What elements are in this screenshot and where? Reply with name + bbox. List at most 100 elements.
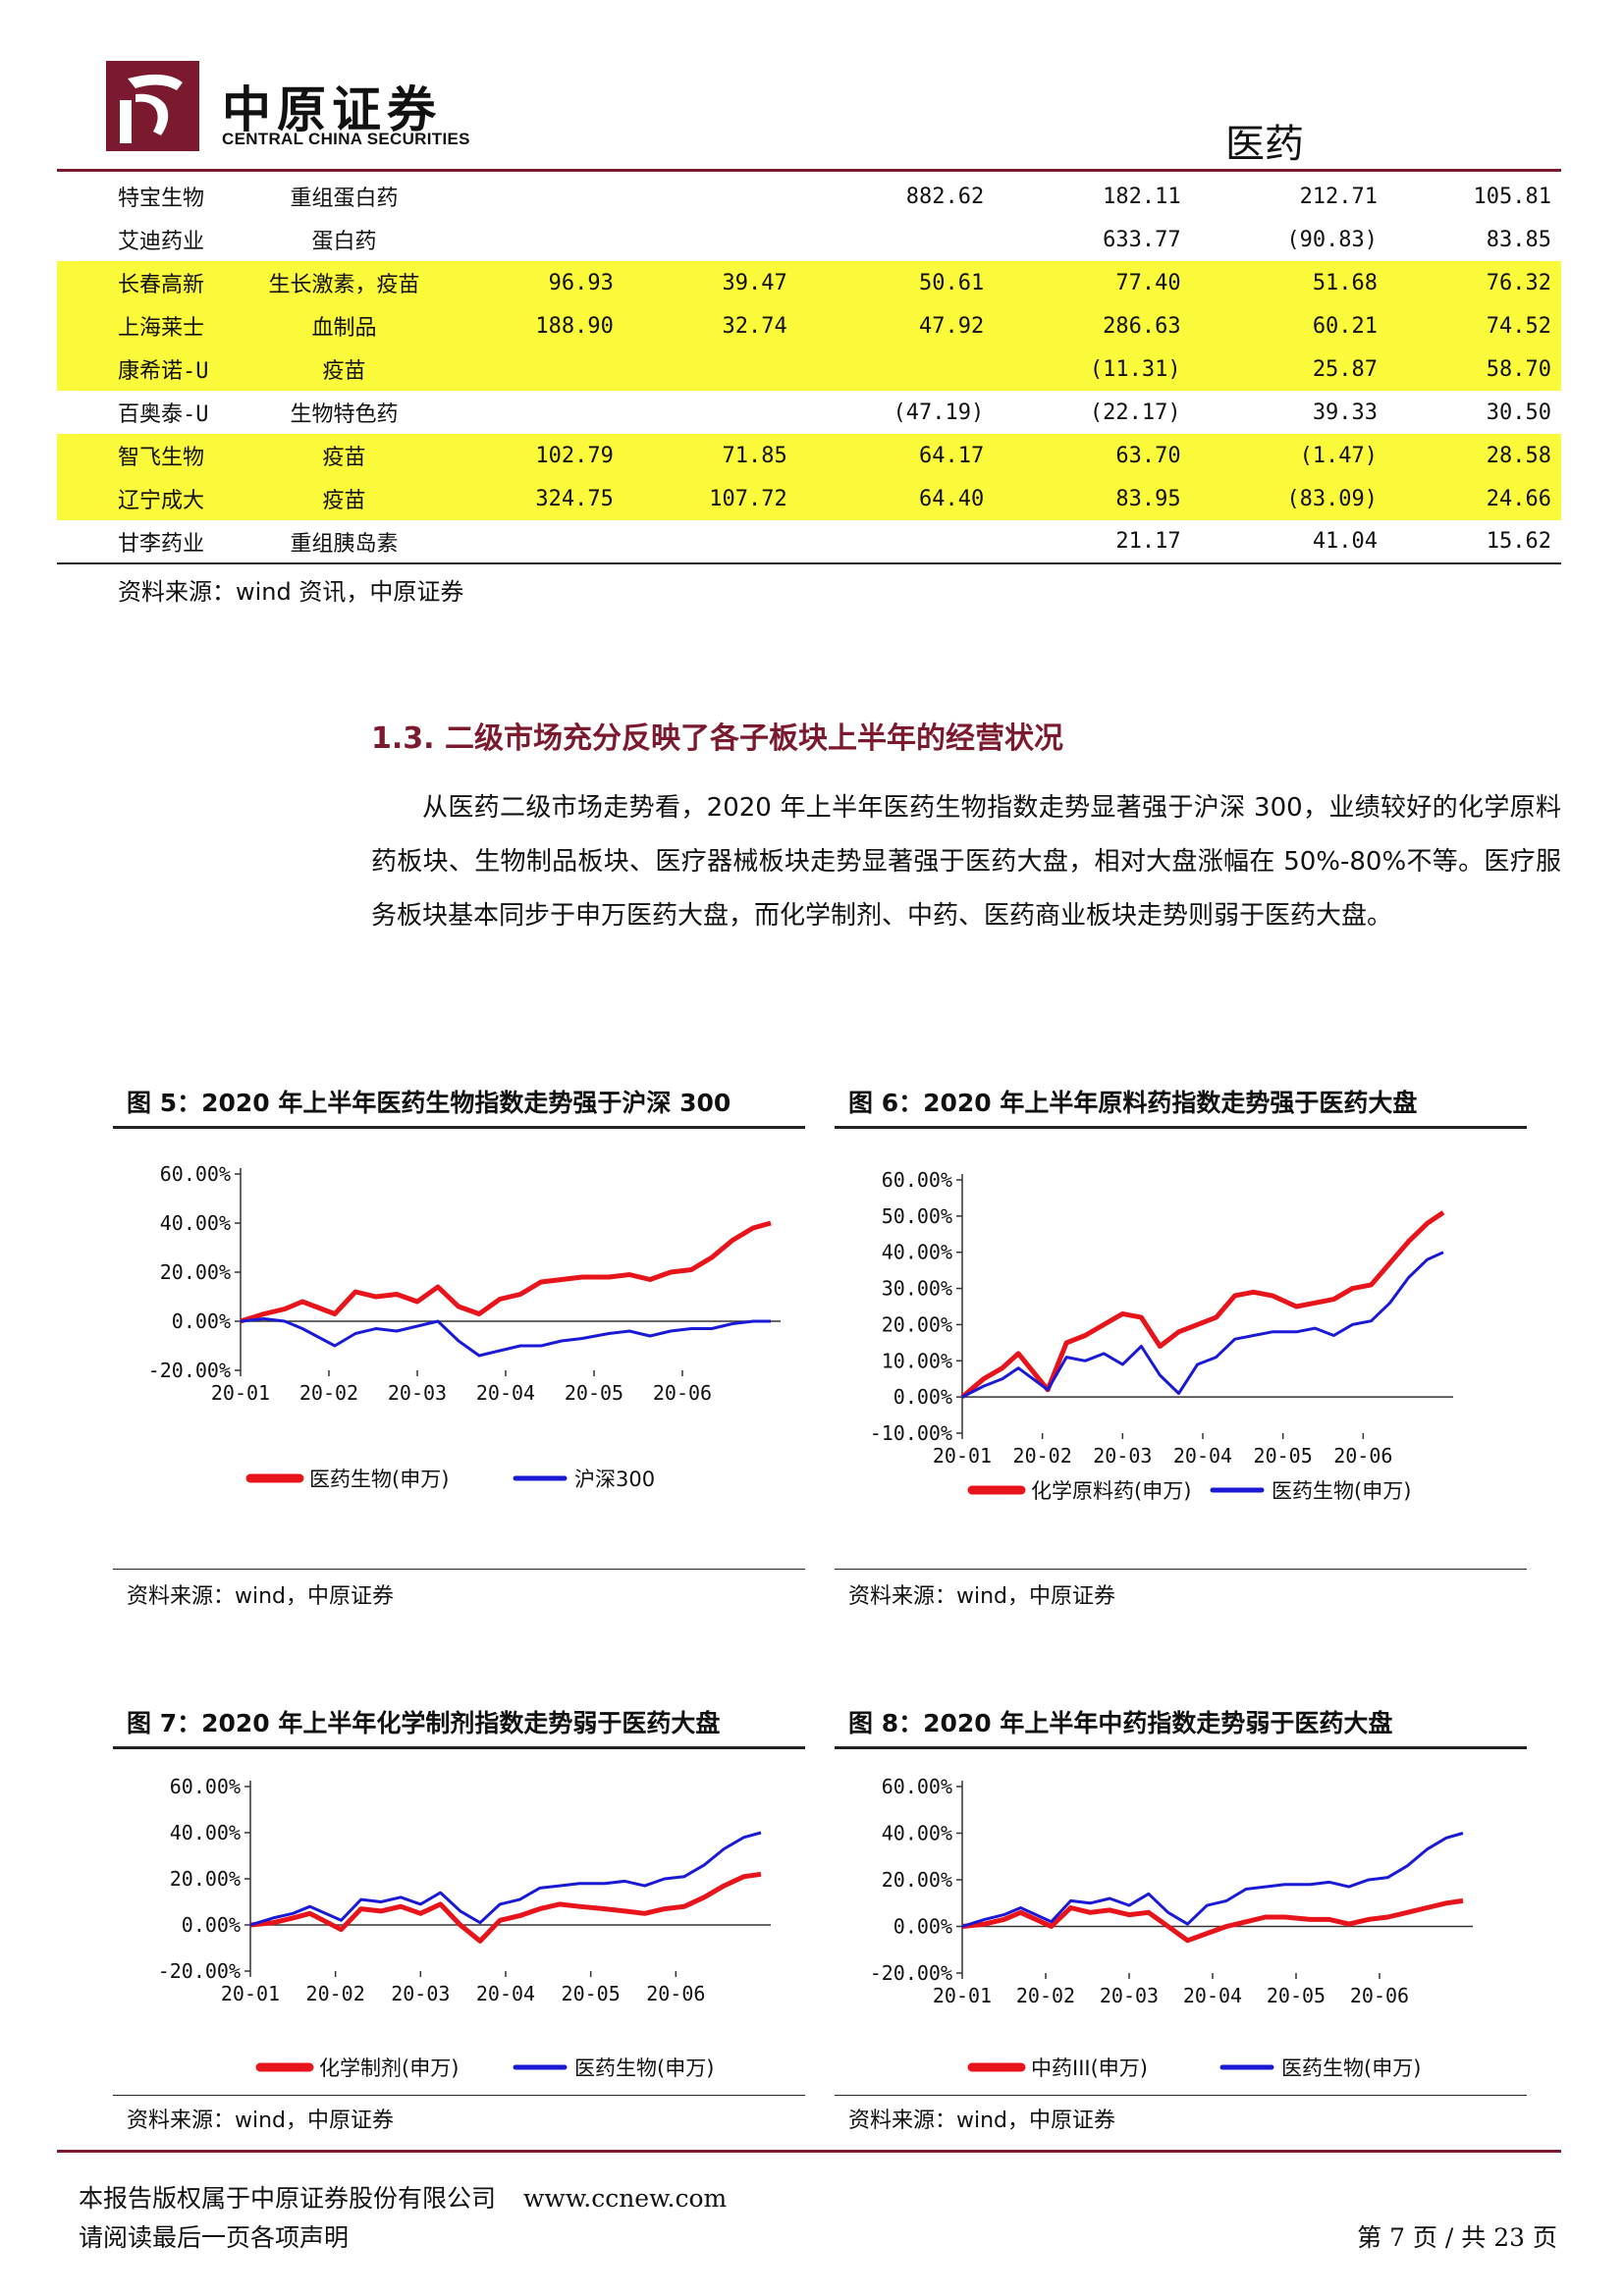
value-cell: 105.81 bbox=[1473, 184, 1551, 209]
legend-label: 化学制剂(申万) bbox=[319, 2056, 459, 2080]
x-tick-label: 20-04 bbox=[476, 1381, 535, 1405]
stock-category: 疫苗 bbox=[239, 347, 450, 391]
value-cell bbox=[796, 520, 995, 564]
x-tick-label: 20-06 bbox=[1333, 1444, 1392, 1468]
chart-figure-7: -20.00% 0.00% 20.00% 40.00% 60.00% 20-01 20-02… bbox=[158, 1775, 771, 2080]
y-tick-label: 60.00% bbox=[882, 1168, 952, 1192]
series-line bbox=[961, 1897, 1464, 1944]
y-tick-label: 60.00% bbox=[160, 1162, 231, 1186]
section-title: 1.3. 二级市场充分反映了各子板块上半年的经营状况 bbox=[371, 721, 1063, 756]
y-tick-label: 20.00% bbox=[160, 1260, 231, 1284]
value-cell bbox=[623, 520, 797, 564]
y-tick-label: 0.00% bbox=[182, 1913, 241, 1937]
value-cell: 63.70 bbox=[994, 434, 1191, 477]
value-cell bbox=[623, 218, 797, 261]
company-logo-icon bbox=[106, 61, 199, 151]
x-tick-label: 20-04 bbox=[1183, 1984, 1242, 2007]
figure-source: 资料来源：wind，中原证券 bbox=[848, 2109, 1116, 2133]
y-tick-label: 60.00% bbox=[170, 1775, 241, 1798]
legend-label: 医药生物(申万) bbox=[309, 1468, 449, 1491]
x-tick-label: 20-02 bbox=[1016, 1984, 1075, 2007]
chart-figure-6: -10.00% 0.00% 10.00% 20.00% 30.00% 40.00% 50.0… bbox=[870, 1168, 1453, 1503]
y-tick-label: 0.00% bbox=[172, 1309, 231, 1333]
x-tick-label: 20-03 bbox=[1100, 1984, 1159, 2007]
x-tick-label: 20-01 bbox=[933, 1984, 992, 2007]
value-cell: 188.90 bbox=[450, 304, 623, 347]
series-line bbox=[240, 1220, 772, 1324]
value-cell bbox=[450, 218, 623, 261]
value-cell: (22.17) bbox=[1089, 400, 1181, 425]
value-cell: 633.77 bbox=[1103, 227, 1181, 252]
stock-category: 疫苗 bbox=[239, 477, 450, 520]
table-row: 康希诺-U 疫苗 (11.31) 25.87 58.70 bbox=[57, 347, 1561, 391]
value-cell bbox=[450, 175, 623, 218]
value-cell: 25.87 bbox=[1190, 347, 1388, 391]
figure-title: 图 7：2020 年上半年化学制剂指数走势弱于医药大盘 bbox=[113, 1702, 805, 1749]
value-cell: 15.62 bbox=[1387, 520, 1561, 564]
figure-source: 资料来源：wind，中原证券 bbox=[127, 2109, 395, 2133]
value-cell: 83.85 bbox=[1486, 227, 1551, 252]
stock-performance-table: 特宝生物 重组蛋白药 882.62 182.11 212.71 105.81 艾迪药业 蛋白药… bbox=[57, 175, 1561, 564]
value-cell: 28.58 bbox=[1387, 434, 1561, 477]
stock-category: 疫苗 bbox=[239, 434, 450, 477]
table-row: 辽宁成大 疫苗 324.75 107.72 64.40 83.95 (83.09) 24.66 bbox=[57, 477, 1561, 520]
value-cell bbox=[623, 391, 797, 434]
stock-name: 百奥泰-U bbox=[118, 402, 209, 427]
value-cell bbox=[450, 520, 623, 564]
legend-label: 医药生物(申万) bbox=[1281, 2056, 1421, 2080]
value-cell: (11.31) bbox=[994, 347, 1191, 391]
legend-label: 中药III(申万) bbox=[1031, 2056, 1148, 2080]
value-cell: 107.72 bbox=[623, 477, 797, 520]
value-cell: 71.85 bbox=[623, 434, 797, 477]
stock-name: 甘李药业 bbox=[57, 520, 239, 564]
value-cell: 77.40 bbox=[994, 261, 1191, 304]
x-tick-label: 20-06 bbox=[1350, 1984, 1409, 2007]
y-tick-label: 50.00% bbox=[882, 1204, 952, 1228]
x-tick-label: 20-03 bbox=[388, 1381, 447, 1405]
y-tick-label: 40.00% bbox=[170, 1821, 241, 1844]
value-cell: 60.21 bbox=[1190, 304, 1388, 347]
footer-page-number: 第 7 页 / 共 23 页 bbox=[1357, 2223, 1557, 2252]
x-tick-label: 20-05 bbox=[562, 1982, 621, 2005]
y-tick-label: 20.00% bbox=[882, 1312, 952, 1336]
value-cell: 21.17 bbox=[994, 520, 1191, 564]
series-line bbox=[249, 1871, 762, 1944]
value-cell: 286.63 bbox=[994, 304, 1191, 347]
stock-category: 生长激素，疫苗 bbox=[239, 261, 450, 304]
y-tick-label: -20.00% bbox=[870, 1961, 952, 1985]
figure-rule bbox=[835, 1569, 1527, 1570]
stock-name: 康希诺-U bbox=[57, 347, 239, 391]
value-cell: 324.75 bbox=[450, 477, 623, 520]
stock-category: 蛋白药 bbox=[311, 230, 377, 254]
table-row: 长春高新 生长激素，疫苗 96.93 39.47 50.61 77.40 51.68 76.3… bbox=[57, 261, 1561, 304]
footer-copyright: 本报告版权属于中原证券股份有限公司 bbox=[79, 2184, 497, 2213]
stock-name: 辽宁成大 bbox=[57, 477, 239, 520]
value-cell: (47.19) bbox=[893, 400, 985, 425]
stock-name: 长春高新 bbox=[57, 261, 239, 304]
legend-label: 沪深300 bbox=[574, 1468, 655, 1491]
series-line bbox=[961, 1832, 1464, 1928]
value-cell: 64.17 bbox=[796, 434, 995, 477]
table-row: 上海莱士 血制品 188.90 32.74 47.92 286.63 60.21 74.52 bbox=[57, 304, 1561, 347]
x-tick-label: 20-05 bbox=[565, 1381, 623, 1405]
figure-rule bbox=[835, 2095, 1527, 2096]
y-tick-label: 0.00% bbox=[893, 1385, 952, 1409]
value-cell bbox=[450, 391, 623, 434]
value-cell bbox=[450, 347, 623, 391]
stock-name: 特宝生物 bbox=[118, 187, 205, 211]
figure-title: 图 6：2020 年上半年原料药指数走势强于医药大盘 bbox=[835, 1082, 1527, 1129]
value-cell: (1.47) bbox=[1190, 434, 1388, 477]
footer-url[interactable]: www.ccnew.com bbox=[523, 2184, 728, 2213]
value-cell: (83.09) bbox=[1190, 477, 1388, 520]
value-cell: 41.04 bbox=[1190, 520, 1388, 564]
header-rule bbox=[57, 169, 1561, 172]
x-tick-label: 20-02 bbox=[1013, 1444, 1072, 1468]
y-tick-label: 40.00% bbox=[882, 1241, 952, 1264]
stock-name: 艾迪药业 bbox=[118, 230, 205, 254]
value-cell: 51.68 bbox=[1190, 261, 1388, 304]
value-cell bbox=[623, 175, 797, 218]
table-row: 百奥泰-U 生物特色药 (47.19) (22.17) 39.33 30.50 bbox=[57, 391, 1561, 434]
x-tick-label: 20-04 bbox=[476, 1982, 535, 2005]
y-tick-label: 30.00% bbox=[882, 1277, 952, 1301]
y-tick-label: 10.00% bbox=[882, 1349, 952, 1372]
